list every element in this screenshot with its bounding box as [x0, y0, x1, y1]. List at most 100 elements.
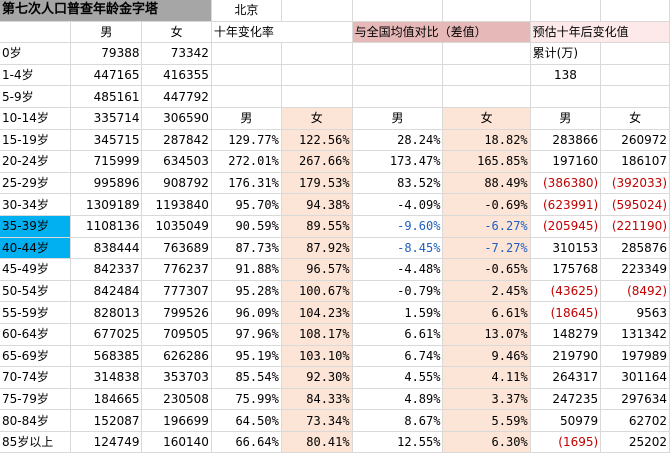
empty-cell[interactable]: [600, 64, 670, 87]
forecast-female-cell[interactable]: 131342: [600, 323, 670, 346]
male-count-cell[interactable]: 184665: [70, 388, 143, 411]
male-count-cell[interactable]: 715999: [70, 150, 143, 173]
empty-cell[interactable]: [442, 42, 531, 65]
growth-male-cell[interactable]: 96.09%: [211, 301, 282, 324]
male-count-cell[interactable]: 995896: [70, 172, 143, 195]
female-count-cell[interactable]: 626286: [141, 345, 212, 368]
growth-female-cell[interactable]: 104.23%: [281, 301, 353, 324]
female-count-cell[interactable]: 709505: [141, 323, 212, 346]
male-header[interactable]: 男: [70, 21, 143, 44]
forecast-male-cell[interactable]: (18645): [530, 301, 602, 324]
compare-male-cell[interactable]: 83.52%: [352, 172, 444, 195]
age-group-cell[interactable]: 50-54岁: [0, 280, 72, 303]
age-group-cell[interactable]: 25-29岁: [0, 172, 72, 195]
empty-cell[interactable]: [281, 64, 353, 87]
female-count-cell[interactable]: 287842: [141, 129, 212, 152]
forecast-female-cell[interactable]: 9563: [600, 301, 670, 324]
empty-cell[interactable]: [352, 85, 444, 108]
male-count-cell[interactable]: 314838: [70, 366, 143, 389]
age-group-cell[interactable]: 60-64岁: [0, 323, 72, 346]
female-count-cell[interactable]: 306590: [141, 107, 212, 130]
male-count-cell[interactable]: 345715: [70, 129, 143, 152]
forecast-male-cell[interactable]: 310153: [530, 237, 602, 260]
compare-male-cell[interactable]: 8.67%: [352, 409, 444, 432]
female-count-cell[interactable]: 73342: [141, 42, 212, 65]
forecast-female-cell[interactable]: (595024): [600, 193, 670, 216]
compare-female-cell[interactable]: -0.65%: [442, 258, 531, 281]
forecast-female-cell[interactable]: 301164: [600, 366, 670, 389]
forecast-male-cell[interactable]: (386380): [530, 172, 602, 195]
growth-female-cell[interactable]: 87.92%: [281, 237, 353, 260]
city-label[interactable]: 北京: [211, 0, 282, 22]
compare-female-cell[interactable]: 9.46%: [442, 345, 531, 368]
female-count-cell[interactable]: 777307: [141, 280, 212, 303]
compare-female-cell[interactable]: -0.69%: [442, 193, 531, 216]
female-count-cell[interactable]: 776237: [141, 258, 212, 281]
age-group-cell[interactable]: 65-69岁: [0, 345, 72, 368]
compare-male-cell[interactable]: 1.59%: [352, 301, 444, 324]
empty-cell[interactable]: [530, 85, 602, 108]
male-count-cell[interactable]: 677025: [70, 323, 143, 346]
empty-cell[interactable]: [600, 85, 670, 108]
growth-male-header[interactable]: 男: [211, 107, 282, 130]
growth-male-cell[interactable]: 176.31%: [211, 172, 282, 195]
age-group-cell[interactable]: 5-9岁: [0, 85, 72, 108]
age-group-cell[interactable]: 80-84岁: [0, 409, 72, 432]
empty-cell[interactable]: [600, 42, 670, 65]
empty-cell[interactable]: [281, 42, 353, 65]
forecast-male-cell[interactable]: 283866: [530, 129, 602, 152]
male-count-cell[interactable]: 568385: [70, 345, 143, 368]
age-group-cell[interactable]: 55-59岁: [0, 301, 72, 324]
male-count-cell[interactable]: 447165: [70, 64, 143, 87]
growth-male-cell[interactable]: 95.28%: [211, 280, 282, 303]
growth-male-cell[interactable]: 272.01%: [211, 150, 282, 173]
growth-female-cell[interactable]: 103.10%: [281, 345, 353, 368]
forecast-female-cell[interactable]: 197989: [600, 345, 670, 368]
age-group-cell[interactable]: 75-79岁: [0, 388, 72, 411]
cumulative-label[interactable]: 累计(万): [530, 42, 602, 65]
compare-male-cell[interactable]: 28.24%: [352, 129, 444, 152]
compare-female-cell[interactable]: 6.30%: [442, 431, 531, 453]
compare-male-cell[interactable]: 4.89%: [352, 388, 444, 411]
forecast-label[interactable]: 预估十年后变化值: [530, 21, 670, 44]
growth-male-cell[interactable]: 64.50%: [211, 409, 282, 432]
compare-male-cell[interactable]: -0.79%: [352, 280, 444, 303]
compare-female-cell[interactable]: -7.27%: [442, 237, 531, 260]
compare-male-cell[interactable]: 6.61%: [352, 323, 444, 346]
compare-male-cell[interactable]: 4.55%: [352, 366, 444, 389]
growth-female-cell[interactable]: 179.53%: [281, 172, 353, 195]
female-count-cell[interactable]: 799526: [141, 301, 212, 324]
compare-male-cell[interactable]: 173.47%: [352, 150, 444, 173]
forecast-female-cell[interactable]: 260972: [600, 129, 670, 152]
forecast-male-cell[interactable]: (623991): [530, 193, 602, 216]
age-group-cell[interactable]: 1-4岁: [0, 64, 72, 87]
compare-female-cell[interactable]: 5.59%: [442, 409, 531, 432]
male-count-cell[interactable]: 842337: [70, 258, 143, 281]
forecast-male-cell[interactable]: 264317: [530, 366, 602, 389]
male-count-cell[interactable]: 124749: [70, 431, 143, 453]
female-count-cell[interactable]: 230508: [141, 388, 212, 411]
compare-male-header[interactable]: 男: [352, 107, 444, 130]
female-count-cell[interactable]: 763689: [141, 237, 212, 260]
male-count-cell[interactable]: 485161: [70, 85, 143, 108]
age-group-cell[interactable]: 20-24岁: [0, 150, 72, 173]
page-title[interactable]: 第七次人口普查年龄金字塔: [0, 0, 212, 22]
compare-female-cell[interactable]: 3.37%: [442, 388, 531, 411]
forecast-male-cell[interactable]: (1695): [530, 431, 602, 453]
age-group-cell[interactable]: 30-34岁: [0, 193, 72, 216]
growth-female-cell[interactable]: 73.34%: [281, 409, 353, 432]
compare-female-cell[interactable]: 88.49%: [442, 172, 531, 195]
forecast-male-cell[interactable]: 50979: [530, 409, 602, 432]
forecast-female-cell[interactable]: 285876: [600, 237, 670, 260]
empty-cell[interactable]: [281, 85, 353, 108]
forecast-male-cell[interactable]: (205945): [530, 215, 602, 238]
female-count-cell[interactable]: 160140: [141, 431, 212, 453]
male-count-cell[interactable]: 335714: [70, 107, 143, 130]
forecast-male-cell[interactable]: 247235: [530, 388, 602, 411]
growth-female-cell[interactable]: 100.67%: [281, 280, 353, 303]
female-count-cell[interactable]: 1035049: [141, 215, 212, 238]
female-count-cell[interactable]: 447792: [141, 85, 212, 108]
age-group-cell[interactable]: 15-19岁: [0, 129, 72, 152]
growth-female-cell[interactable]: 267.66%: [281, 150, 353, 173]
male-count-cell[interactable]: 1309189: [70, 193, 143, 216]
